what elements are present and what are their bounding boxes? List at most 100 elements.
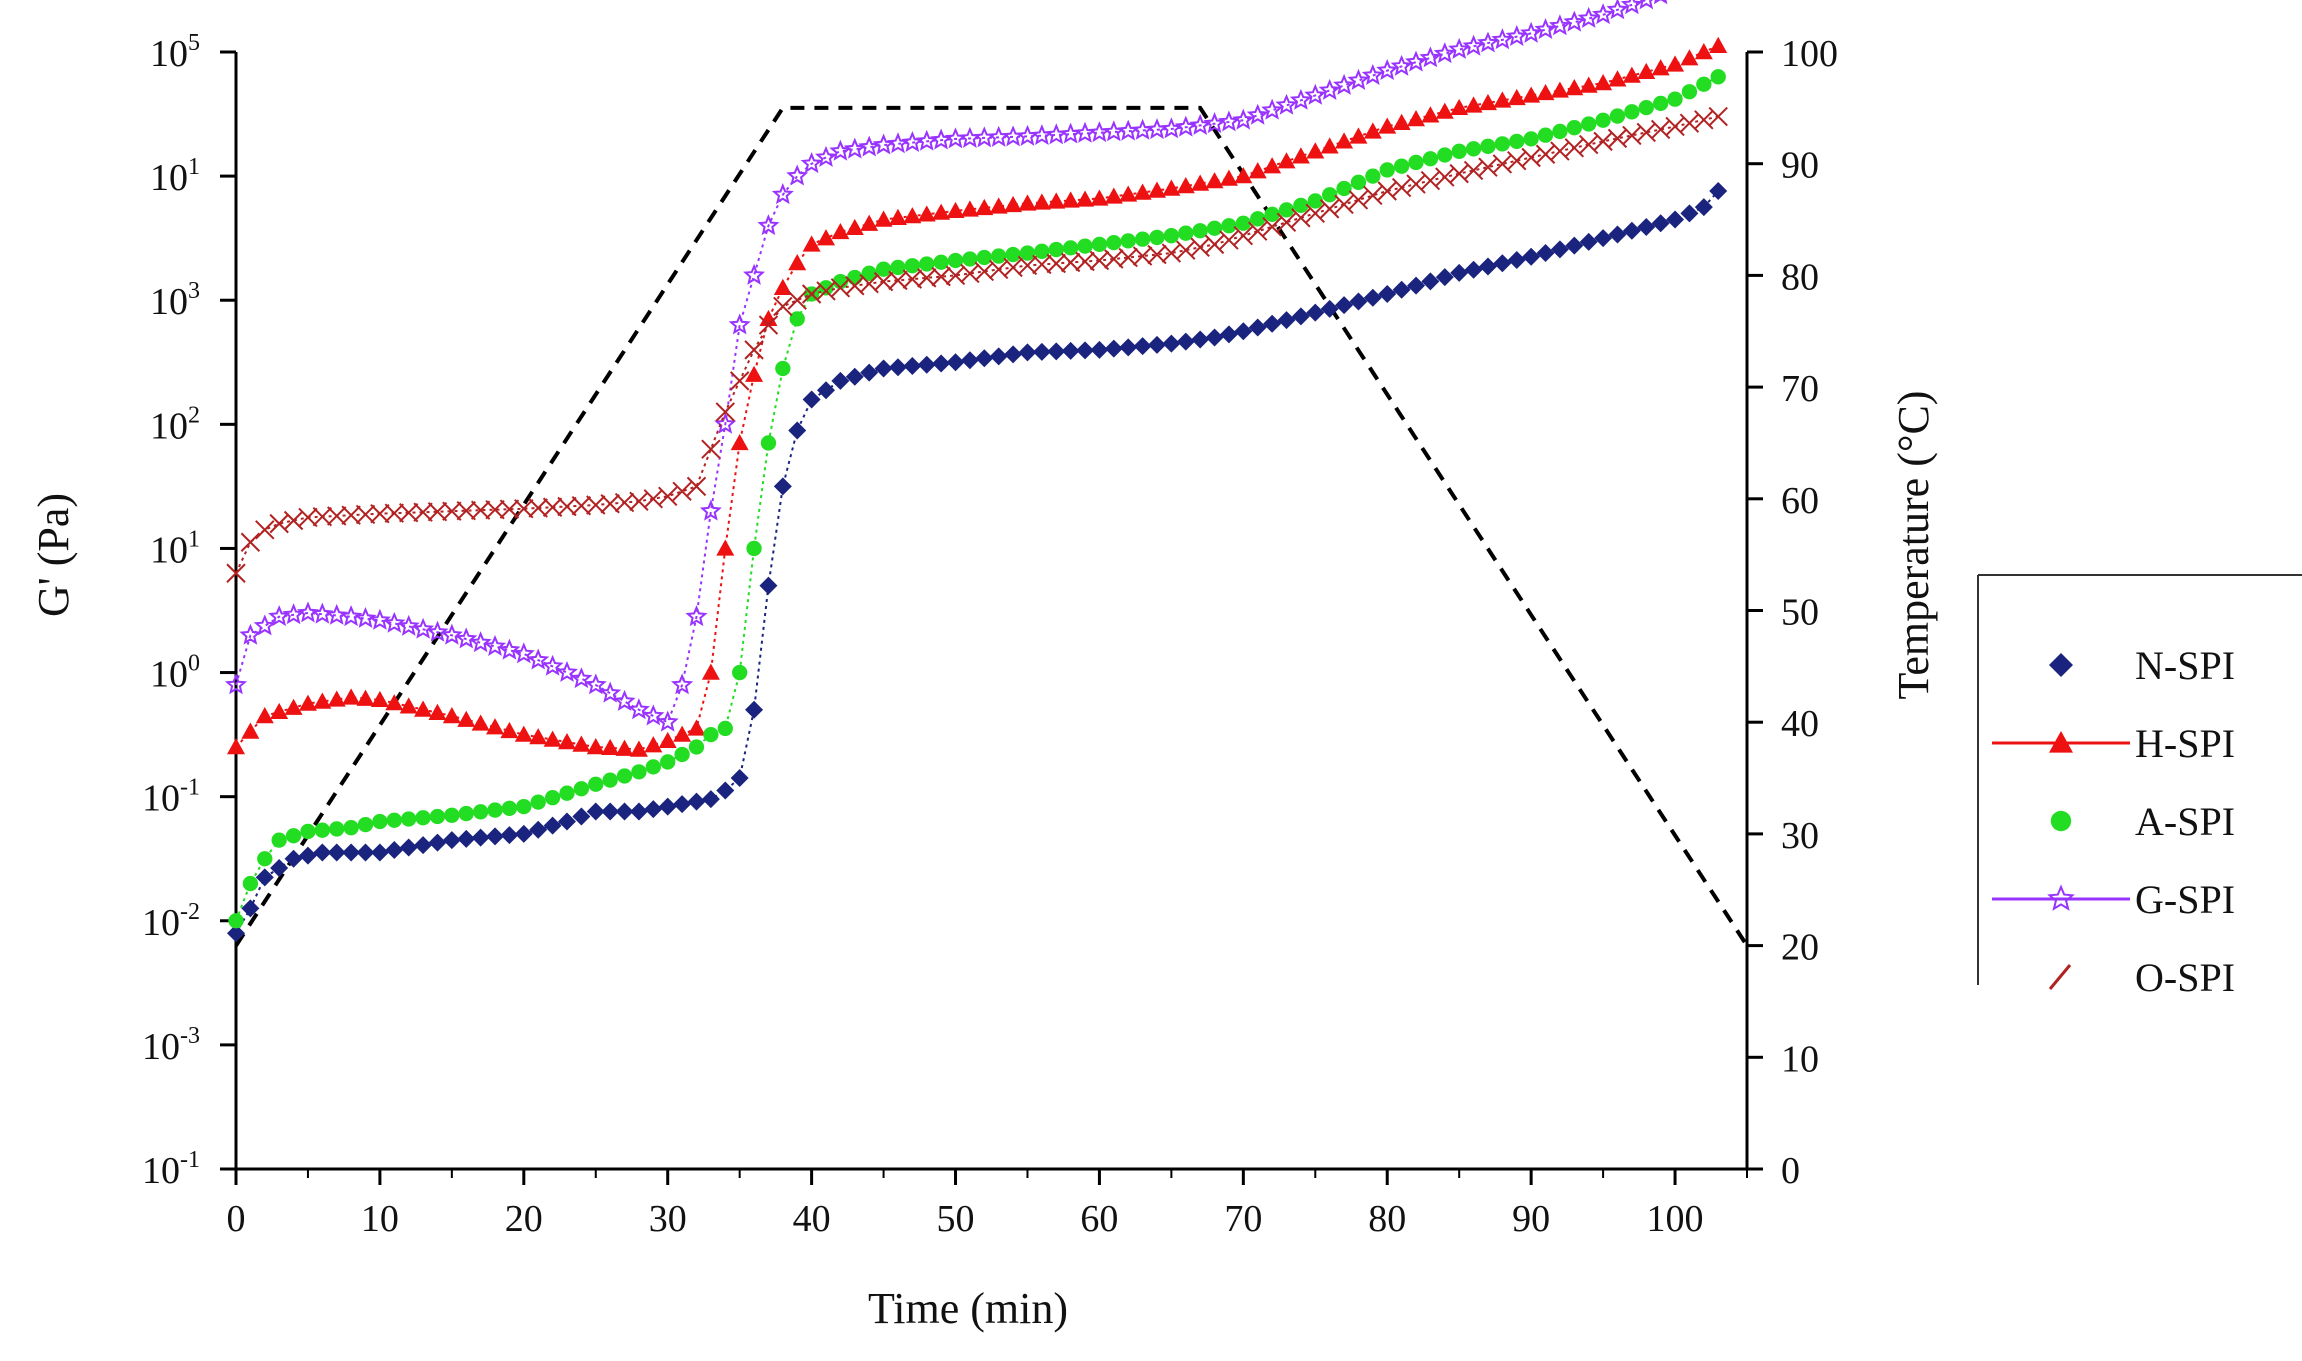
- data-point: [1451, 143, 1467, 159]
- data-point: [572, 807, 591, 826]
- data-point: [1119, 338, 1138, 357]
- data-point: [555, 661, 578, 682]
- data-point: [875, 261, 892, 277]
- data-point: [1147, 181, 1166, 198]
- y2-tick-label: 100: [1781, 33, 1838, 75]
- data-point: [888, 208, 907, 226]
- data-point: [342, 688, 361, 705]
- data-point: [242, 875, 259, 892]
- x-tick-label: 90: [1512, 1198, 1550, 1240]
- data-point: [501, 800, 518, 816]
- data-point: [1232, 108, 1255, 130]
- data-point: [874, 359, 893, 378]
- data-point: [845, 367, 864, 386]
- data-point: [1233, 225, 1254, 246]
- data-point: [1004, 195, 1023, 213]
- legend-marker: [2049, 653, 2073, 677]
- data-point: [442, 501, 462, 521]
- data-point: [1090, 340, 1109, 359]
- data-point: [717, 720, 733, 737]
- data-point: [1505, 24, 1528, 47]
- data-point: [1476, 31, 1499, 53]
- data-point: [1365, 168, 1381, 184]
- y2-tick-label: 90: [1781, 145, 1819, 187]
- legend-label: G-SPI: [2135, 877, 2235, 922]
- data-point: [686, 476, 707, 497]
- data-point: [1392, 280, 1411, 299]
- data-point: [1264, 206, 1280, 222]
- data-point: [427, 502, 448, 522]
- y-tick-label: 100: [150, 651, 200, 696]
- data-point: [975, 349, 994, 368]
- data-point: [1061, 341, 1080, 360]
- data-point: [673, 795, 692, 814]
- data-point: [773, 477, 792, 496]
- data-point: [1219, 325, 1238, 344]
- data-point: [1507, 88, 1526, 106]
- axes: 0 10 20 30 40 50 60 70 80 90 100105101103102101100…: [142, 30, 1838, 1240]
- data-point: [584, 673, 607, 695]
- y-tick-label: 101: [150, 526, 200, 571]
- data-point: [1609, 108, 1626, 124]
- data-point: [372, 813, 388, 830]
- series-line: [235, 44, 1719, 751]
- y-tick-label: 10-2: [142, 899, 200, 944]
- series-n-spi: [227, 182, 1728, 943]
- y-tick-label: 102: [150, 402, 200, 447]
- data-point: [656, 710, 679, 732]
- data-point: [1534, 18, 1557, 40]
- data-point: [730, 769, 749, 788]
- data-point: [1333, 73, 1356, 95]
- data-point: [1709, 36, 1728, 53]
- data-point: [732, 664, 748, 681]
- legend-marker: [2049, 731, 2073, 753]
- data-point: [672, 481, 692, 502]
- legend: N-SPI H-SPI A-SPI G-SPI O-SPI: [1992, 643, 2235, 1000]
- data-point: [1708, 106, 1728, 127]
- data-point: [1493, 91, 1512, 108]
- data-point: [1579, 76, 1598, 93]
- data-point: [529, 820, 548, 839]
- data-point: [1363, 185, 1383, 206]
- legend-item-g-spi: G-SPI: [1992, 877, 2235, 922]
- legend-marker: [2047, 884, 2075, 911]
- data-point: [1062, 240, 1079, 256]
- data-point: [1391, 177, 1412, 198]
- data-point: [1219, 230, 1239, 250]
- data-point: [1450, 98, 1469, 116]
- data-point: [760, 435, 777, 451]
- data-point: [440, 623, 463, 645]
- data-point: [368, 608, 391, 630]
- x-tick-label: 30: [649, 1198, 687, 1240]
- data-point: [1293, 197, 1309, 214]
- data-point: [455, 627, 478, 649]
- series-h-spi: [227, 36, 1728, 757]
- series-line: [235, 0, 1649, 724]
- data-point: [285, 828, 302, 844]
- data-point: [613, 689, 636, 711]
- data-point: [616, 768, 633, 784]
- data-point: [311, 602, 334, 624]
- data-point: [1176, 177, 1195, 194]
- data-point: [1637, 217, 1656, 236]
- data-point: [1276, 212, 1297, 232]
- x-axis-title: Time (min): [868, 1284, 1068, 1333]
- data-point: [1077, 238, 1093, 254]
- data-point: [703, 726, 719, 743]
- data-point: [414, 700, 433, 717]
- data-point: [1361, 63, 1384, 86]
- data-point: [458, 805, 474, 822]
- data-point: [687, 719, 706, 736]
- series-line: [235, 115, 1719, 574]
- data-point: [745, 365, 764, 382]
- data-point: [1319, 199, 1340, 219]
- data-point: [1235, 215, 1251, 231]
- data-point: [1263, 314, 1282, 333]
- data-point: [947, 252, 964, 269]
- data-point: [1694, 198, 1713, 217]
- data-point: [341, 505, 361, 525]
- data-point: [1018, 194, 1037, 211]
- data-point: [890, 259, 906, 276]
- data-point: [356, 689, 375, 706]
- data-point: [1350, 174, 1367, 190]
